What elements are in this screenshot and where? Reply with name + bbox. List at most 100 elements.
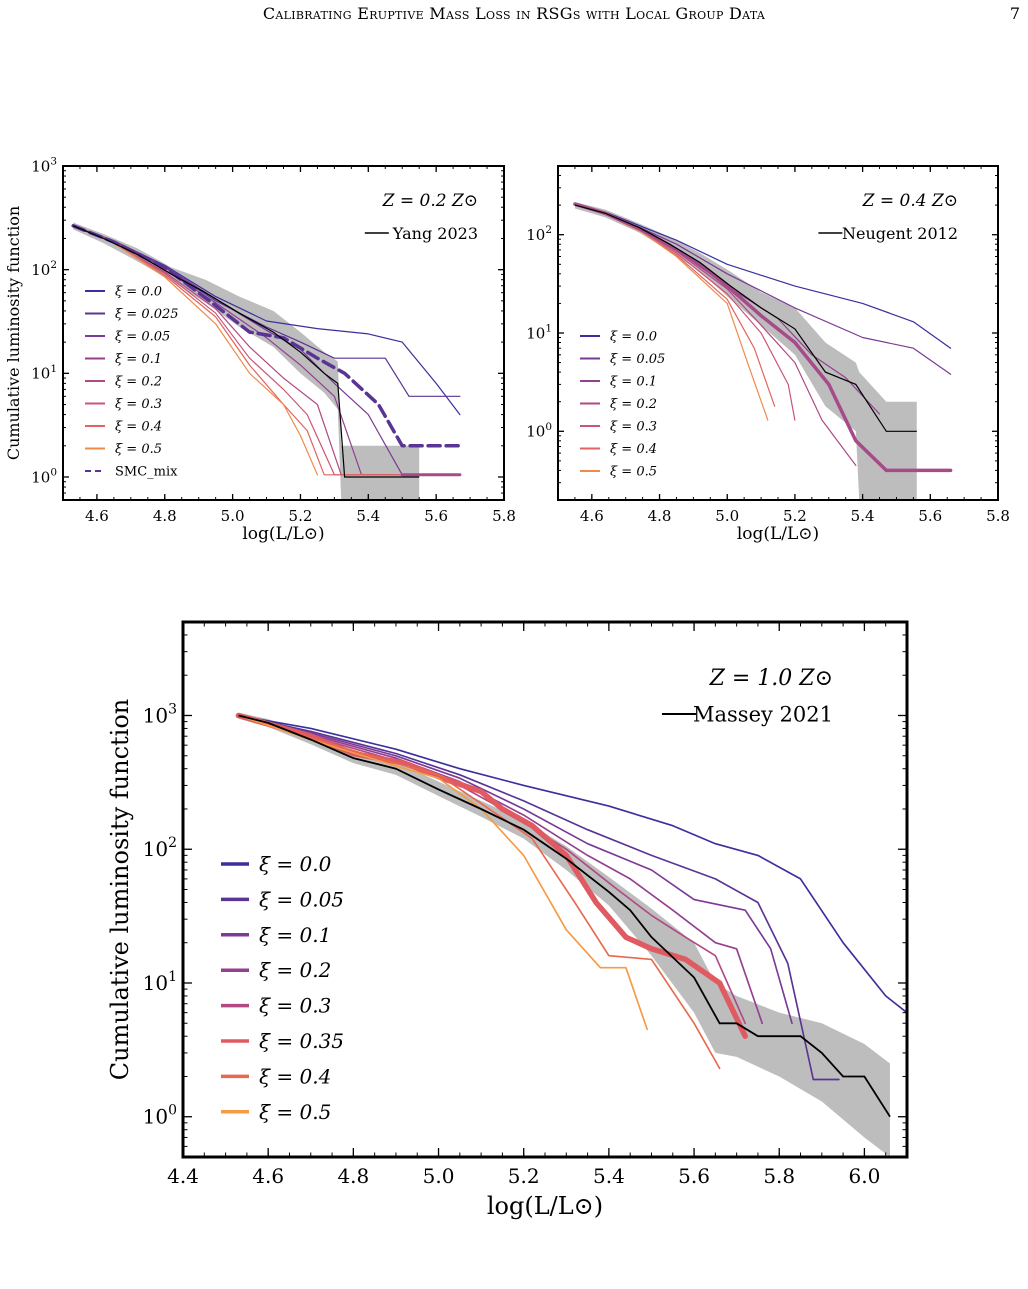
legend-label: ξ = 0.4 <box>259 1064 331 1088</box>
x-tick-label: 5.4 <box>851 507 875 525</box>
legend-label: ξ = 0.05 <box>259 887 344 911</box>
y-tick-label: 100 <box>143 1103 177 1129</box>
legend-label: ξ = 0.05 <box>610 352 665 367</box>
plot-panel-z10: 4.4 4.6 4.8 5.0 5.2 5.4 5.6 5.8 6.0 100 101 102 103 l… <box>106 620 909 1220</box>
legend-label: ξ = 0.3 <box>610 420 657 435</box>
model-series-line <box>237 714 793 1025</box>
legend-label: SMC_mix <box>115 465 178 480</box>
running-title: Calibrating Eruptive Mass Loss in RSGs w… <box>262 4 766 23</box>
observed-legend-label: Yang 2023 <box>392 224 478 243</box>
legend-label: ξ = 0.1 <box>259 923 331 947</box>
y-tick-label: 102 <box>143 835 177 861</box>
x-tick-label: 4.6 <box>85 507 109 525</box>
observed-line <box>72 225 420 478</box>
legend-label: ξ = 0.35 <box>259 1029 344 1053</box>
legend-label: ξ = 0.0 <box>115 285 162 300</box>
x-tick-label: 4.8 <box>648 507 672 525</box>
observed-line <box>238 714 891 1118</box>
metallicity-annotation: Z = 0.2 Z⊙ <box>382 191 478 211</box>
x-tick-label: 5.4 <box>356 507 380 525</box>
y-tick-label: 100 <box>526 421 552 441</box>
x-tick-label: 4.6 <box>252 1164 284 1188</box>
uncertainty-band <box>238 712 890 1157</box>
x-tick-label: 5.2 <box>289 507 313 525</box>
model-series-line <box>72 225 461 476</box>
legend-label: ξ = 0.2 <box>610 397 657 412</box>
metallicity-annotation: Z = 0.4 Z⊙ <box>862 191 958 211</box>
legend-label: ξ = 0.05 <box>115 330 170 345</box>
legend-label: ξ = 0.4 <box>115 420 162 435</box>
metallicity-annotation: Z = 1.0 Z⊙ <box>709 666 833 691</box>
y-tick-label: 102 <box>526 224 552 244</box>
model-series-line <box>72 225 461 476</box>
y-axis-label: Cumulative luminosity function <box>4 206 23 460</box>
x-tick-label: 5.6 <box>918 507 942 525</box>
model-series-line <box>573 202 953 473</box>
observed-legend-label: Massey 2021 <box>693 703 833 727</box>
model-series-line <box>72 225 461 476</box>
x-tick-label: 4.8 <box>153 507 177 525</box>
legend-label: ξ = 0.2 <box>259 958 331 982</box>
model-series-line <box>237 714 764 1025</box>
x-tick-label: 4.6 <box>580 507 604 525</box>
x-tick-label: 5.8 <box>986 507 1010 525</box>
x-tick-label: 5.0 <box>715 507 739 525</box>
x-tick-label: 4.4 <box>167 1164 199 1188</box>
y-tick-label: 100 <box>31 467 57 487</box>
plot-panel-z04: 4.6 4.8 5.0 5.2 5.4 5.6 5.8 100 101 102 log(L/L⊙) Z… <box>526 165 1010 544</box>
plot-area <box>573 202 953 500</box>
model-series-line <box>574 203 769 421</box>
model-series-line <box>237 714 721 1070</box>
model-series-line <box>72 225 461 476</box>
legend-label: ξ = 0.025 <box>115 307 179 322</box>
model-series-line <box>235 712 748 1039</box>
observed-line <box>574 204 917 432</box>
legend-label: ξ = 0.4 <box>610 442 657 457</box>
y-tick-label: 101 <box>143 969 177 995</box>
legend-label: ξ = 0.5 <box>610 465 657 480</box>
x-axis-label: log(L/L⊙) <box>487 1192 603 1220</box>
model-series-line <box>237 714 649 1031</box>
x-tick-label: 5.0 <box>423 1164 455 1188</box>
x-axis-label: log(L/L⊙) <box>737 524 819 544</box>
legend-label: ξ = 0.0 <box>259 852 332 876</box>
model-series-line <box>71 224 462 448</box>
y-tick-label: 101 <box>526 323 552 343</box>
y-tick-label: 103 <box>143 701 177 727</box>
x-tick-label: 5.4 <box>593 1164 625 1188</box>
model-series-line <box>237 714 747 1025</box>
legend-label: ξ = 0.3 <box>115 397 162 412</box>
x-tick-label: 5.2 <box>783 507 807 525</box>
model-series-line <box>237 714 840 1081</box>
y-tick-label: 103 <box>31 156 57 176</box>
legend-label: ξ = 0.1 <box>610 375 657 390</box>
page-number: 7 <box>1009 4 1020 23</box>
plot-area <box>71 222 462 500</box>
legend-label: ξ = 0.3 <box>259 994 331 1018</box>
model-series-line <box>72 225 461 476</box>
page-header: Calibrating Eruptive Mass Loss in RSGs w… <box>0 0 1028 40</box>
model-series-line <box>72 225 318 476</box>
legend-label: ξ = 0.1 <box>115 352 162 367</box>
x-tick-label: 5.0 <box>221 507 245 525</box>
x-tick-label: 6.0 <box>849 1164 881 1188</box>
y-tick-label: 101 <box>31 363 57 383</box>
model-series-line <box>574 203 952 349</box>
y-axis-label: Cumulative luminosity function <box>106 699 134 1081</box>
x-tick-label: 5.6 <box>678 1164 710 1188</box>
model-series-line <box>237 714 907 1014</box>
x-tick-label: 4.8 <box>337 1164 369 1188</box>
x-tick-label: 5.8 <box>492 507 516 525</box>
x-axis-label: log(L/L⊙) <box>242 524 324 544</box>
uncertainty-band <box>574 202 917 500</box>
legend-label: ξ = 0.5 <box>259 1100 331 1124</box>
legend-label: ξ = 0.2 <box>115 375 162 390</box>
plot-area <box>235 712 907 1157</box>
legend-label: ξ = 0.5 <box>115 442 162 457</box>
legend-label: ξ = 0.0 <box>610 330 657 345</box>
uncertainty-band <box>73 222 420 500</box>
y-tick-label: 102 <box>31 259 57 279</box>
x-tick-label: 5.8 <box>763 1164 795 1188</box>
x-tick-label: 5.6 <box>424 507 448 525</box>
